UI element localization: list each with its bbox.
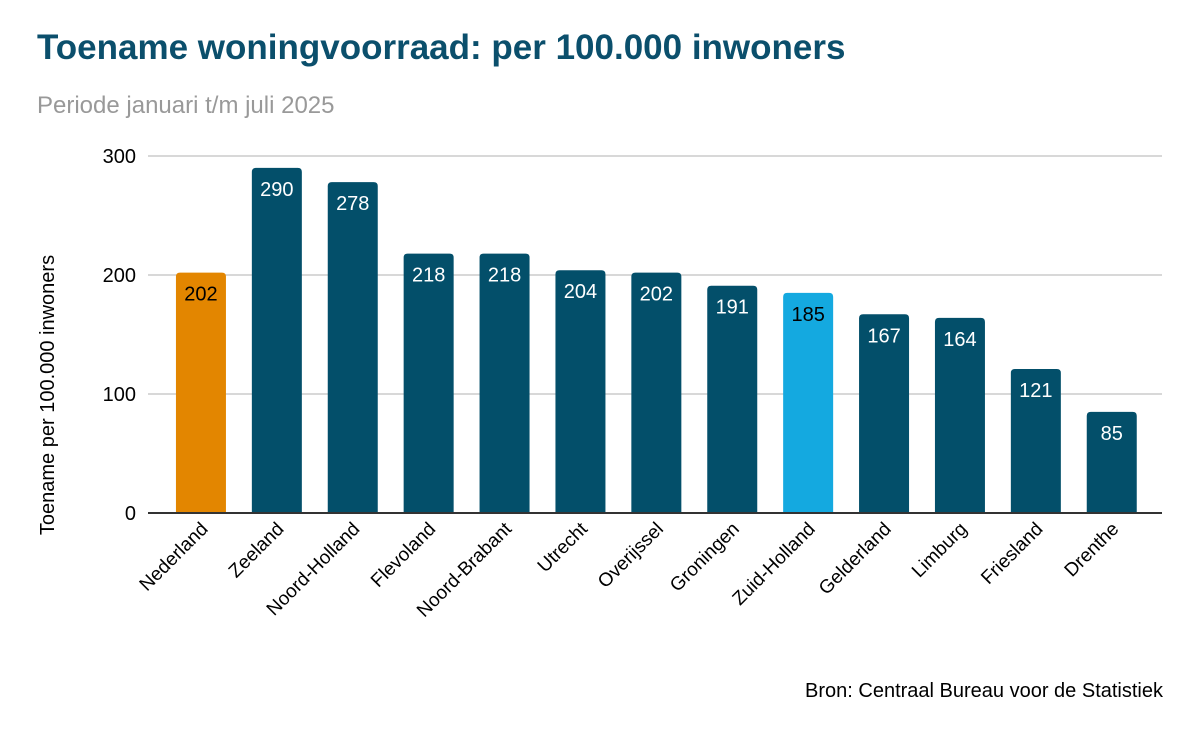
bar [859,314,910,513]
x-tick-label: Gelderland [815,519,896,600]
bar [175,272,226,513]
x-tick-label: Nederland [136,519,213,596]
chart-subtitle: Periode januari t/m juli 2025 [37,92,335,119]
data-label: 167 [867,325,900,347]
bar [251,167,302,513]
bar [783,292,834,513]
x-tick-label: Flevoland [367,519,440,592]
x-tick-label: Groningen [666,519,744,597]
source-note: Bron: Centraal Bureau voor de Statistiek [805,680,1163,702]
data-label: 278 [336,193,369,215]
data-label: 121 [1019,380,1052,402]
bar [934,317,985,513]
x-tick-label: Utrecht [534,518,593,577]
x-tick-label: Drenthe [1061,519,1124,582]
chart-title: Toename woningvoorraad: per 100.000 inwo… [37,28,846,67]
data-label: 202 [640,284,673,306]
y-tick-label: 100 [103,384,136,406]
data-label: 218 [412,265,445,287]
y-axis-title: Toename per 100.000 inwoners [37,255,59,535]
data-label: 290 [260,179,293,201]
data-label: 202 [184,284,217,306]
bar [403,253,454,513]
data-label: 204 [564,281,597,303]
bar [327,182,378,513]
data-label: 218 [488,265,521,287]
x-tick-label: Overijssel [594,519,668,593]
y-tick-label: 0 [125,503,136,525]
bar [555,270,606,513]
y-tick-label: 300 [103,146,136,168]
data-label: 85 [1101,423,1123,445]
y-tick-label: 200 [103,265,136,287]
x-tick-label: Limburg [908,519,971,582]
x-tick-label: Zeeland [225,519,288,582]
bar [631,272,682,513]
data-label: 164 [943,329,976,351]
bar [707,285,758,513]
data-label: 191 [716,297,749,319]
bar [1010,369,1061,513]
bar [1086,411,1137,513]
bar [479,253,530,513]
x-tick-label: Friesland [977,519,1047,589]
data-label: 185 [791,304,824,326]
